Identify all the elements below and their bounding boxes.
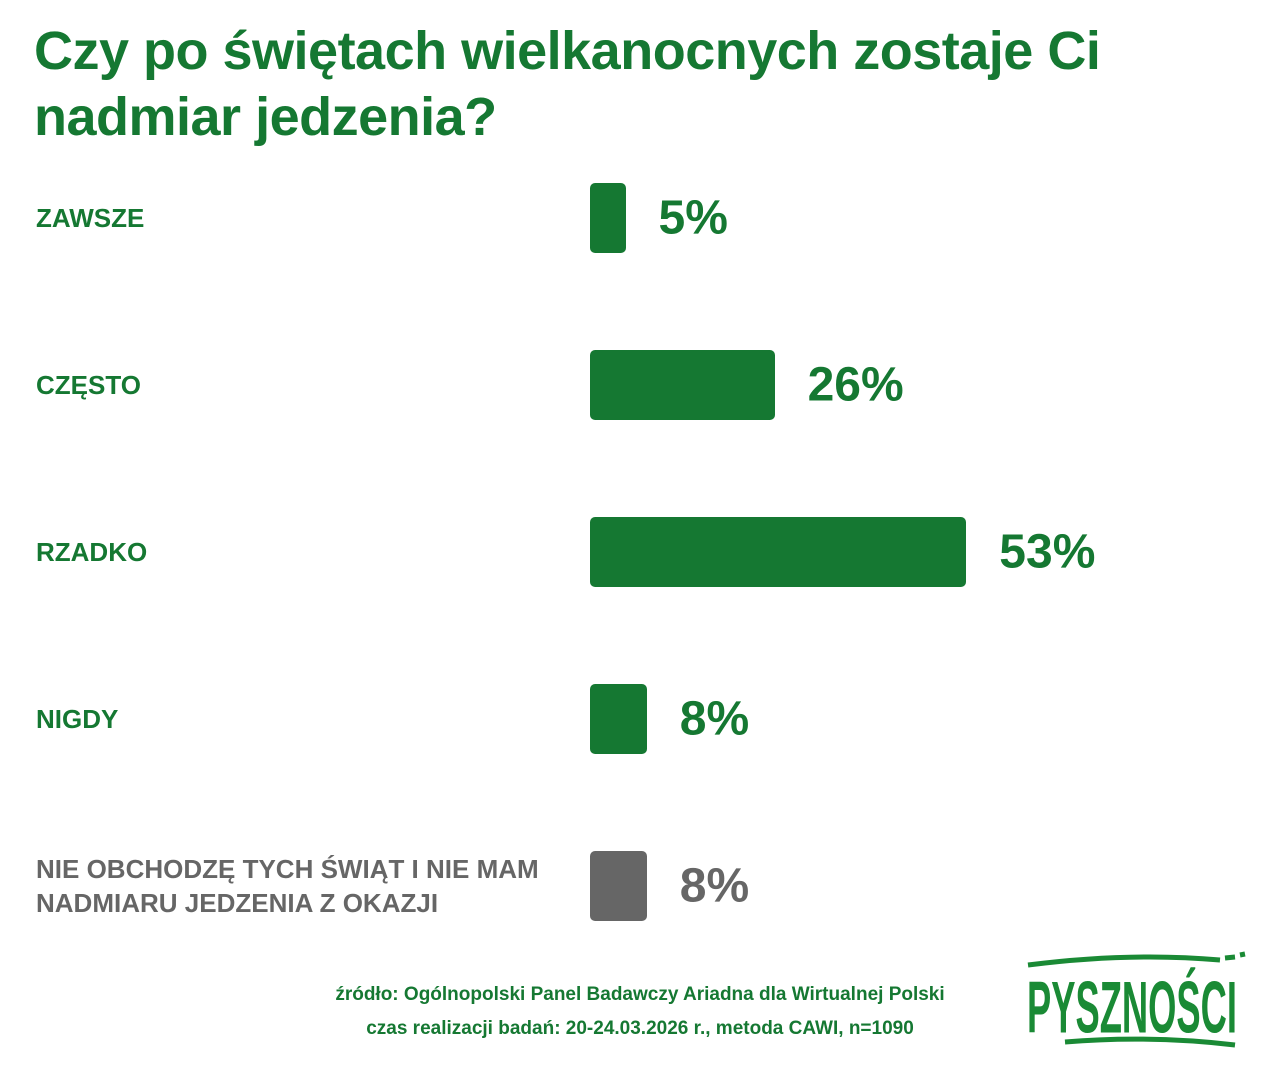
category-label: ZAWSZE [36,203,145,233]
method-note: czas realizacji badań: 20-24.03.2026 r.,… [366,1018,914,1039]
bar-row: RZADKO 53% [0,517,1280,587]
category-label: RZADKO [36,537,148,567]
value-label: 8% [679,692,750,746]
category-label: NIE OBCHODZĘ TYCH ŚWIĄT I NIE MAM NADMIA… [36,854,539,918]
value-label: 5% [658,191,728,245]
value-label: 53% [999,525,1096,579]
bar-row: ZAWSZE 5% [0,183,1280,253]
value-label: 8% [679,859,750,913]
bar-row: NIE OBCHODZĘ TYCH ŚWIĄT I NIE MAM NADMIA… [0,851,1280,921]
bar [590,517,967,587]
bar [590,684,647,754]
chart-title: Czy po świętach wielkanocnych zostaje Ci… [34,21,1101,147]
bar [590,851,647,921]
bar [590,350,775,420]
category-label: CZĘSTO [36,370,141,400]
source-note: źródło: Ogólnopolski Panel Badawczy Aria… [335,984,945,1005]
value-label: 26% [807,358,904,412]
category-label: NIGDY [36,704,119,734]
bar-row: NIGDY 8% [0,684,1280,754]
bar [590,183,626,253]
bar-row: CZĘSTO 26% [0,350,1280,420]
pysznosci-logo: PYSZNOŚCI [1027,951,1246,1049]
svg-text:PYSZNOŚCI: PYSZNOŚCI [1027,966,1237,1049]
